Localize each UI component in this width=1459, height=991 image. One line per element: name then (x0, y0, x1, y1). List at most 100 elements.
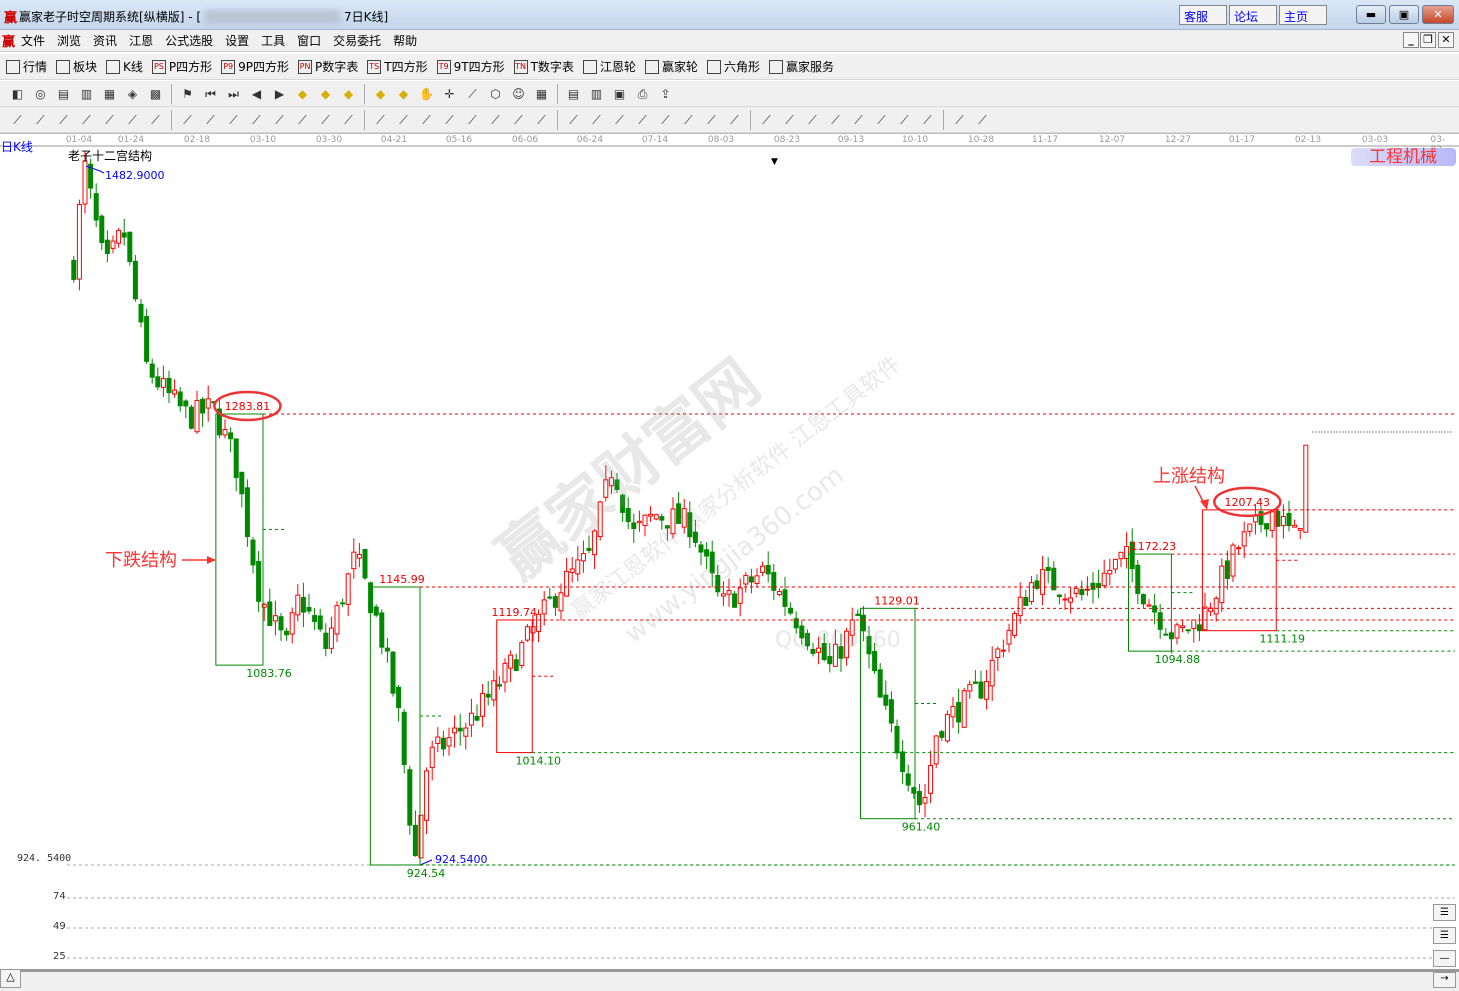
color-icon[interactable]: ⟋ (955, 112, 964, 127)
table3-icon[interactable]: ⟋ (900, 112, 909, 127)
chart-icon[interactable]: ▥ (80, 86, 93, 101)
menu-logo[interactable]: 赢 (2, 35, 16, 50)
speed-icon[interactable]: ⟋ (298, 112, 307, 127)
fan4-icon[interactable]: ⟋ (808, 112, 817, 127)
export-icon[interactable]: ⇪ (660, 86, 671, 101)
percent-tool-icon[interactable]: ⟋ (592, 112, 601, 127)
percent-icon[interactable]: ⟋ (615, 112, 624, 127)
minimize-button[interactable]: ▬ (1356, 5, 1386, 24)
chart-area[interactable]: 1283.81 1083.76 1145.99 924.54 1119.74 1014.1… (0, 133, 1459, 969)
flag-icon[interactable]: ⚑ (182, 86, 193, 101)
close-button[interactable]: ✕ (1422, 5, 1454, 24)
fan-icon[interactable]: ⟋ (445, 112, 454, 127)
shape-icon[interactable]: ⬡ (490, 86, 501, 101)
period-icon[interactable]: ◧ (11, 86, 24, 101)
cycle-icon[interactable]: ⟋ (183, 112, 192, 127)
toolbar-button[interactable]: TN T数字表 (513, 58, 574, 75)
gann-box-icon[interactable]: ⟋ (82, 112, 91, 127)
print-icon[interactable]: ⎙ (637, 86, 648, 101)
diamond-2-icon[interactable]: ◆ (320, 86, 331, 101)
parallel-icon[interactable]: ⟋ (105, 112, 114, 127)
pen-icon[interactable]: ⟋ (13, 112, 22, 127)
menu-item[interactable]: 文件 (21, 34, 46, 48)
channel-icon[interactable]: ⟋ (537, 112, 546, 127)
calendar-icon[interactable]: ▦ (535, 86, 548, 101)
mdi-minimize-button[interactable]: _ (1403, 32, 1419, 48)
arrow-icon[interactable]: ⟋ (707, 112, 716, 127)
toolbar-button[interactable]: 赢家服务 (768, 58, 834, 75)
panel-button-3[interactable]: — (1433, 950, 1456, 967)
toolbar-button[interactable]: PN P数字表 (298, 58, 358, 75)
lines-icon[interactable]: ⟋ (321, 112, 330, 127)
box-icon[interactable]: ⟋ (376, 112, 385, 127)
toolbar-button[interactable]: P9 9P四方形 (221, 58, 289, 75)
toolbar-button[interactable]: K线 (106, 58, 143, 75)
fib-ret-icon[interactable]: ⟋ (638, 112, 647, 127)
next-icon[interactable]: ▶ (274, 86, 285, 101)
grid2-icon[interactable]: ⟋ (344, 112, 353, 127)
square-icon[interactable]: ⟋ (275, 112, 284, 127)
gann-fan-icon[interactable]: ⟋ (59, 112, 68, 127)
grid-icon[interactable]: ▩ (149, 86, 162, 101)
spiral-icon[interactable]: ⟋ (229, 112, 238, 127)
coin-icon[interactable]: ⟋ (661, 112, 670, 127)
gann-angle-icon[interactable]: ⟋ (128, 112, 137, 127)
fan2-icon[interactable]: ⟋ (762, 112, 771, 127)
homepage-link[interactable]: 主页 (1279, 5, 1327, 25)
maximize-button[interactable]: ▣ (1389, 5, 1419, 24)
menu-item[interactable]: 交易委托 (333, 34, 382, 48)
fib-icon[interactable]: ⟋ (206, 112, 215, 127)
fan5-icon[interactable]: ⟋ (831, 112, 840, 127)
gold-icon[interactable]: ⟋ (730, 112, 739, 127)
diamond-3-icon[interactable]: ◆ (343, 86, 354, 101)
menu-item[interactable]: 资讯 (93, 34, 118, 48)
bars-icon[interactable]: ▦ (103, 86, 116, 101)
last-icon[interactable]: ⏭ (228, 86, 239, 101)
time-icon[interactable]: ⟋ (399, 112, 408, 127)
toolbar-button[interactable]: 行情 (6, 58, 47, 75)
star-icon[interactable]: ⟋ (252, 112, 261, 127)
menu-item[interactable]: 设置 (225, 34, 250, 48)
fan3-icon[interactable]: ⟋ (785, 112, 794, 127)
calculator-icon[interactable]: ▤ (567, 86, 580, 101)
pattern-icon[interactable]: ⟋ (491, 112, 500, 127)
document-icon[interactable]: ▤ (57, 86, 70, 101)
toolbar-button[interactable]: 江恩轮 (582, 58, 636, 75)
customer-service-link[interactable]: 客服 (1179, 5, 1227, 25)
mdi-restore-button[interactable]: ❐ (1420, 32, 1436, 48)
level-icon[interactable]: ⟋ (684, 112, 693, 127)
line-icon[interactable]: ⟋ (468, 86, 477, 101)
vlines-icon[interactable]: ⟋ (36, 112, 45, 127)
mdi-close-button[interactable]: ✕ (1438, 32, 1454, 48)
fan7-icon[interactable]: ⟋ (877, 112, 886, 127)
chart2-icon[interactable]: ⟋ (923, 112, 932, 127)
rect-icon[interactable]: ⟋ (422, 112, 431, 127)
menu-item[interactable]: 帮助 (393, 34, 418, 48)
mask-icon[interactable]: ☺ (512, 86, 525, 101)
panel-button-1[interactable]: ☰ (1433, 904, 1456, 921)
toolbar-button[interactable]: 六角形 (706, 58, 760, 75)
table2-icon[interactable]: ⟋ (569, 112, 578, 127)
toolbar-button[interactable]: 赢家轮 (644, 58, 698, 75)
toolbar-button[interactable]: PS P四方形 (151, 58, 212, 75)
circle-icon[interactable]: ⟋ (151, 112, 160, 127)
grid3-icon[interactable]: ⟋ (514, 112, 523, 127)
kline-chart[interactable]: 1283.81 1083.76 1145.99 924.54 1119.74 1014.1… (0, 134, 1459, 970)
infinity-icon[interactable]: ⟋ (978, 112, 987, 127)
zoom-in-icon[interactable]: ◎ (35, 86, 46, 101)
menu-item[interactable]: 窗口 (297, 34, 322, 48)
toolbar-button[interactable]: 板块 (56, 58, 97, 75)
scroll-right-button[interactable]: → (1433, 972, 1456, 988)
hand-icon[interactable]: ✋ (419, 86, 434, 101)
panel-button-2[interactable]: ☰ (1433, 927, 1456, 944)
hatch-icon[interactable]: ⟋ (468, 112, 477, 127)
diamond-1-icon[interactable]: ◆ (297, 86, 308, 101)
expand-panel-button[interactable]: △ (0, 969, 21, 988)
menu-item[interactable]: 工具 (261, 34, 286, 48)
prev-icon[interactable]: ◀ (251, 86, 262, 101)
notes-icon[interactable]: ▥ (590, 86, 603, 101)
diamond-5-icon[interactable]: ◆ (398, 86, 409, 101)
diamond-4-icon[interactable]: ◆ (375, 86, 386, 101)
menu-item[interactable]: 公式选股 (165, 34, 214, 48)
crosshair-icon[interactable]: ✛ (444, 86, 455, 101)
